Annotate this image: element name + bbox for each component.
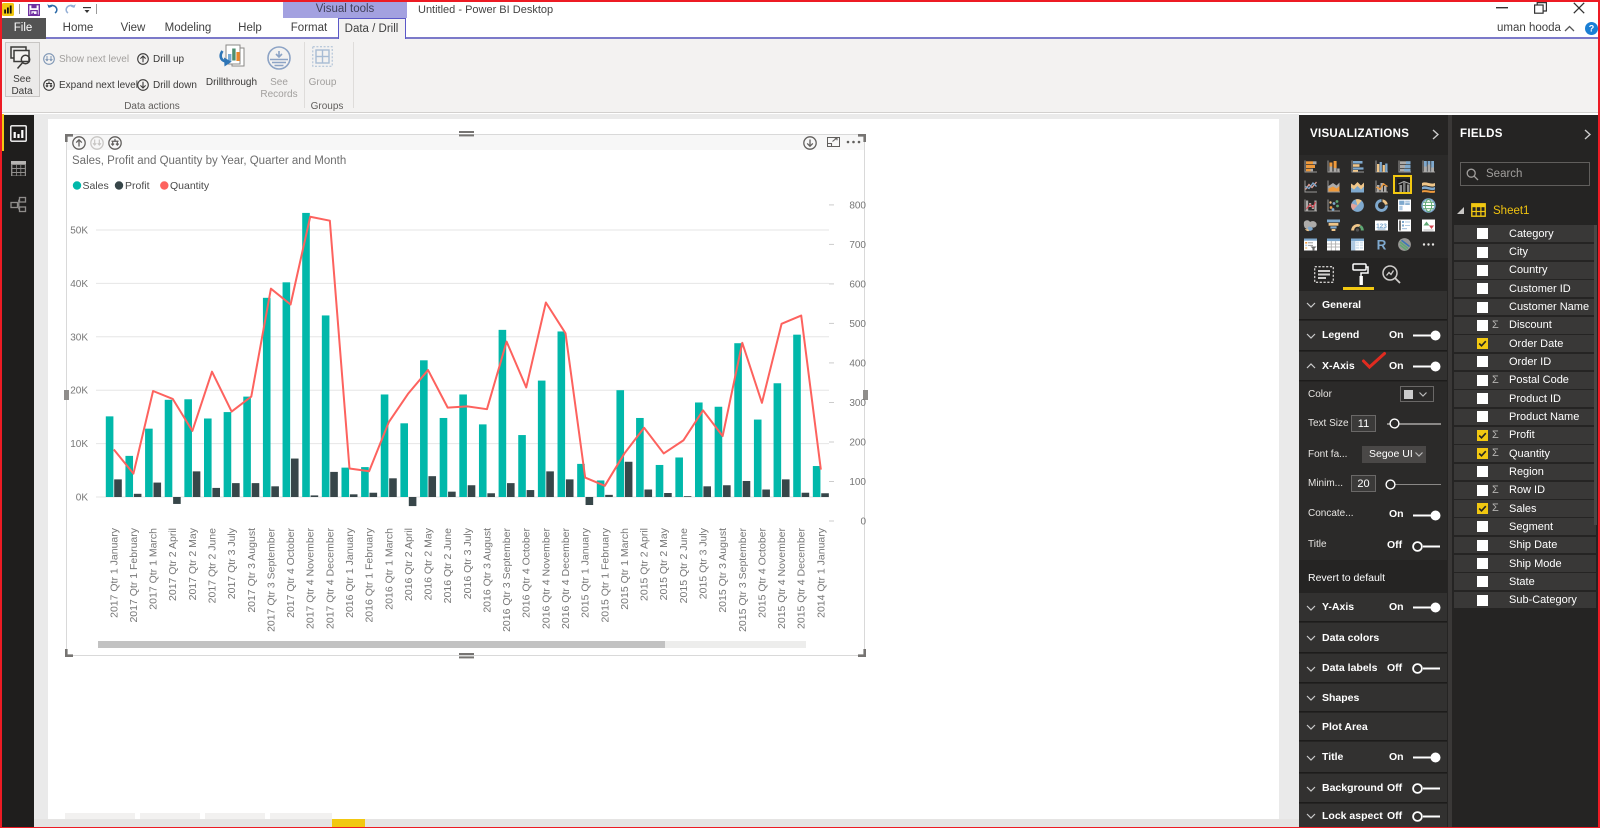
- svg-text:2017 Qtr 3 September: 2017 Qtr 3 September: [265, 528, 277, 632]
- svg-text:2015 Qtr 4 December: 2015 Qtr 4 December: [796, 528, 808, 629]
- svg-text:2017 Qtr 2 April: 2017 Qtr 2 April: [167, 528, 179, 601]
- svg-text:2017 Qtr 1 March: 2017 Qtr 1 March: [148, 528, 160, 610]
- svg-text:2015 Qtr 2 June: 2015 Qtr 2 June: [678, 528, 690, 603]
- svg-text:2016 Qtr 2 May: 2016 Qtr 2 May: [423, 527, 435, 600]
- svg-text:2016 Qtr 4 October: 2016 Qtr 4 October: [521, 528, 533, 618]
- svg-text:R: R: [1376, 238, 1386, 253]
- svg-text:200: 200: [849, 438, 866, 449]
- svg-text:2014 Qtr 1 January: 2014 Qtr 1 January: [815, 527, 827, 618]
- svg-text:300: 300: [849, 398, 866, 409]
- svg-text:2016 Qtr 2 April: 2016 Qtr 2 April: [403, 528, 415, 601]
- svg-text:40K: 40K: [70, 279, 88, 290]
- svg-text:0: 0: [860, 517, 866, 528]
- svg-text:700: 700: [849, 240, 866, 251]
- svg-text:10K: 10K: [70, 439, 88, 450]
- svg-text:2015 Qtr 4 October: 2015 Qtr 4 October: [756, 528, 768, 618]
- svg-text:2015 Qtr 1 January: 2015 Qtr 1 January: [580, 527, 592, 618]
- svg-text:20K: 20K: [70, 386, 88, 397]
- svg-text:2016 Qtr 3 September: 2016 Qtr 3 September: [501, 528, 513, 632]
- svg-text:2015 Qtr 1 March: 2015 Qtr 1 March: [619, 528, 631, 610]
- svg-text:2017 Qtr 1 January: 2017 Qtr 1 January: [108, 527, 120, 618]
- svg-text:2016 Qtr 4 December: 2016 Qtr 4 December: [560, 528, 572, 629]
- svg-text:2016 Qtr 1 February: 2016 Qtr 1 February: [364, 527, 376, 622]
- svg-text:50K: 50K: [70, 226, 88, 237]
- svg-text:0K: 0K: [76, 493, 89, 504]
- svg-text:2017 Qtr 2 May: 2017 Qtr 2 May: [187, 527, 199, 600]
- svg-text:2017 Qtr 3 August: 2017 Qtr 3 August: [246, 528, 258, 613]
- svg-text:500: 500: [849, 319, 866, 330]
- svg-text:2015 Qtr 2 May: 2015 Qtr 2 May: [658, 527, 670, 600]
- svg-text:2017 Qtr 4 December: 2017 Qtr 4 December: [324, 528, 336, 629]
- svg-text:2016 Qtr 3 July: 2016 Qtr 3 July: [462, 527, 474, 599]
- svg-text:2015 Qtr 3 August: 2015 Qtr 3 August: [717, 528, 729, 613]
- svg-text:600: 600: [849, 279, 866, 290]
- svg-text:2016 Qtr 1 January: 2016 Qtr 1 January: [344, 527, 356, 618]
- svg-text:30K: 30K: [70, 332, 88, 343]
- svg-text:2017 Qtr 2 June: 2017 Qtr 2 June: [207, 528, 219, 603]
- svg-text:?: ?: [1589, 24, 1595, 34]
- svg-text:2016 Qtr 3 August: 2016 Qtr 3 August: [481, 528, 493, 613]
- svg-text:2015 Qtr 2 April: 2015 Qtr 2 April: [639, 528, 651, 601]
- svg-text:2017 Qtr 4 November: 2017 Qtr 4 November: [305, 528, 317, 629]
- svg-text:2017 Qtr 3 July: 2017 Qtr 3 July: [226, 527, 238, 599]
- svg-text:2016 Qtr 2 June: 2016 Qtr 2 June: [442, 528, 454, 603]
- svg-text:123: 123: [1376, 223, 1387, 230]
- svg-text:2015 Qtr 3 September: 2015 Qtr 3 September: [737, 528, 749, 632]
- svg-text:2015 Qtr 3 July: 2015 Qtr 3 July: [698, 527, 710, 599]
- svg-text:2015 Qtr 1 February: 2015 Qtr 1 February: [599, 527, 611, 622]
- svg-text:2016 Qtr 1 March: 2016 Qtr 1 March: [383, 528, 395, 610]
- svg-text:2016 Qtr 4 November: 2016 Qtr 4 November: [540, 528, 552, 629]
- svg-text:100: 100: [849, 477, 866, 488]
- svg-text:400: 400: [849, 358, 866, 369]
- svg-text:2017 Qtr 4 October: 2017 Qtr 4 October: [285, 528, 297, 618]
- svg-text:2017 Qtr 1 February: 2017 Qtr 1 February: [128, 527, 140, 622]
- svg-text:2015 Qtr 4 November: 2015 Qtr 4 November: [776, 528, 788, 629]
- svg-text:800: 800: [849, 200, 866, 211]
